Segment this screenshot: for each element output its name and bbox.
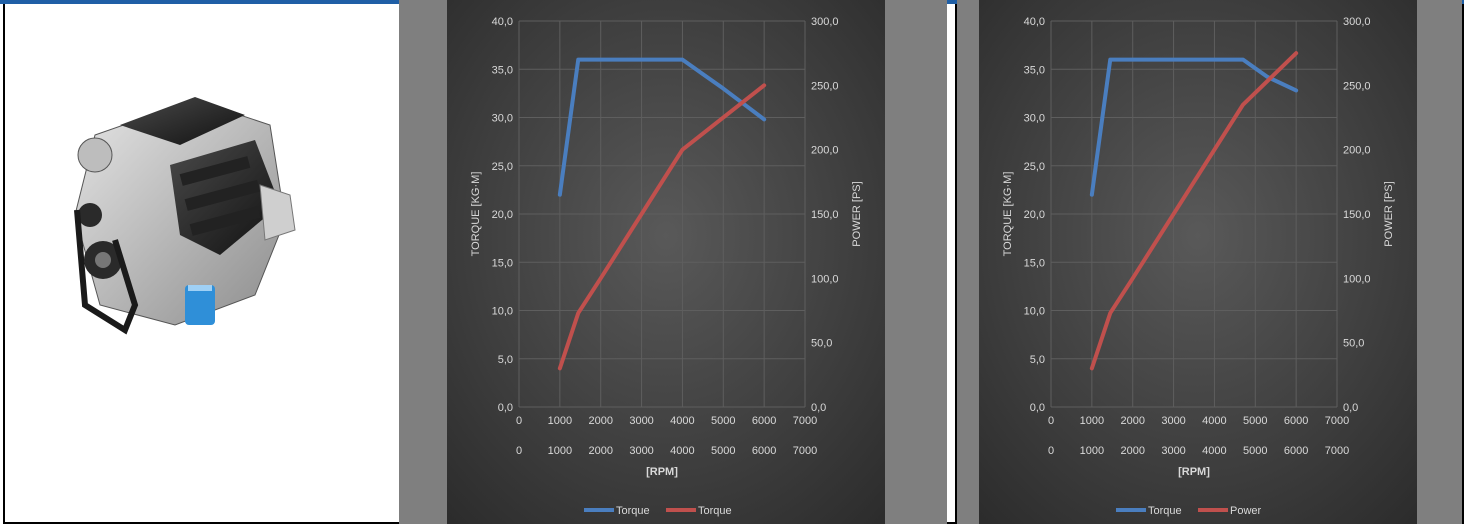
y-tick-label: 40,0 (492, 16, 513, 28)
y-tick-label: 0,0 (498, 402, 513, 414)
x-secondary-tick-label: 3000 (629, 445, 653, 457)
y-axis-title: TORQUE [KG·M] (470, 172, 482, 257)
engine-icon (74, 97, 296, 335)
x-secondary-tick-label: 1000 (1080, 445, 1104, 457)
cell-border-middle (955, 4, 957, 524)
series-line-power (557, 83, 767, 371)
series-line-torque (557, 57, 767, 197)
cell-border-left (3, 4, 5, 524)
x-secondary-tick-label: 6000 (752, 445, 776, 457)
y-tick-label: 30,0 (492, 113, 513, 125)
x-secondary-tick-label: 7000 (793, 445, 817, 457)
x-secondary-tick-label: 0 (1048, 445, 1054, 457)
y2-tick-label: 100,0 (1343, 273, 1371, 285)
x-tick-label: 3000 (1161, 415, 1185, 427)
y2-tick-label: 100,0 (811, 273, 839, 285)
chart-panel-1: 0,0 5,0 10,0 15,0 20,0 25,0 30,0 35,0 40,0 0,0 50,… (399, 0, 947, 524)
y-tick-label: 10,0 (492, 306, 513, 318)
y-axis-title: TORQUE [KG·M] (1002, 172, 1014, 257)
x-tick-label: 5000 (711, 415, 735, 427)
y2-tick-label: 250,0 (1343, 80, 1371, 92)
series-line-torque (1089, 57, 1299, 197)
y-tick-label: 20,0 (1024, 209, 1045, 221)
x-tick-label: 3000 (629, 415, 653, 427)
y2-tick-label: 0,0 (811, 402, 826, 414)
y-tick-label: 35,0 (1024, 64, 1045, 76)
x-axis-title: [RPM] (646, 466, 678, 478)
x-secondary-tick-label: 5000 (1243, 445, 1267, 457)
x-tick-label: 6000 (752, 415, 776, 427)
x-tick-label: 4000 (1202, 415, 1226, 427)
x-secondary-tick-label: 5000 (711, 445, 735, 457)
y-tick-label: 5,0 (1030, 354, 1045, 366)
y-tick-label: 25,0 (1024, 161, 1045, 173)
y-tick-label: 15,0 (492, 257, 513, 269)
y-tick-label: 20,0 (492, 209, 513, 221)
y2-tick-label: 250,0 (811, 80, 839, 92)
x-tick-label: 2000 (588, 415, 612, 427)
y2-tick-label: 150,0 (811, 209, 839, 221)
y-tick-label: 10,0 (1024, 306, 1045, 318)
x-secondary-tick-label: 3000 (1161, 445, 1185, 457)
x-tick-label: 1000 (548, 415, 572, 427)
y-tick-label: 5,0 (498, 354, 513, 366)
legend-label: Torque (1148, 505, 1182, 517)
x-tick-label: 6000 (1284, 415, 1308, 427)
y-tick-label: 40,0 (1024, 16, 1045, 28)
engine-cell (5, 5, 398, 522)
x-tick-label: 7000 (793, 415, 817, 427)
chart-panel-2: 0,0 5,0 10,0 15,0 20,0 25,0 30,0 35,0 40,0 0,0 50,… (957, 0, 1462, 524)
y2-tick-label: 150,0 (1343, 209, 1371, 221)
legend-label: Power (1230, 505, 1262, 517)
y-tick-label: 0,0 (1030, 402, 1045, 414)
x-tick-label: 2000 (1120, 415, 1144, 427)
y2-axis-title: POWER [PS] (1383, 181, 1395, 246)
x-secondary-tick-label: 6000 (1284, 445, 1308, 457)
series-line-power (1089, 51, 1299, 371)
y2-tick-label: 200,0 (1343, 145, 1371, 157)
y2-tick-label: 200,0 (811, 145, 839, 157)
y-tick-label: 25,0 (492, 161, 513, 173)
x-secondary-tick-label: 2000 (588, 445, 612, 457)
y-tick-label: 30,0 (1024, 113, 1045, 125)
x-secondary-tick-label: 7000 (1325, 445, 1349, 457)
x-tick-label: 0 (516, 415, 522, 427)
torque-power-chart-1: 0,0 5,0 10,0 15,0 20,0 25,0 30,0 35,0 40,0 0,0 50,… (447, 0, 885, 524)
y2-tick-label: 300,0 (1343, 16, 1371, 28)
x-secondary-tick-label: 2000 (1120, 445, 1144, 457)
x-secondary-tick-label: 0 (516, 445, 522, 457)
legend-label: Torque (616, 505, 650, 517)
y-tick-label: 15,0 (1024, 257, 1045, 269)
y2-tick-label: 0,0 (1343, 402, 1358, 414)
y2-tick-label: 50,0 (811, 338, 832, 350)
x-axis-title: [RPM] (1178, 466, 1210, 478)
y2-tick-label: 50,0 (1343, 338, 1364, 350)
legend-label: Torque (698, 505, 732, 517)
torque-power-chart-2: 0,0 5,0 10,0 15,0 20,0 25,0 30,0 35,0 40,0 0,0 50,… (979, 0, 1417, 524)
x-tick-label: 0 (1048, 415, 1054, 427)
x-tick-label: 1000 (1080, 415, 1104, 427)
x-tick-label: 4000 (670, 415, 694, 427)
y2-axis-title: POWER [PS] (851, 181, 863, 246)
y2-tick-label: 300,0 (811, 16, 839, 28)
x-tick-label: 7000 (1325, 415, 1349, 427)
x-secondary-tick-label: 4000 (670, 445, 694, 457)
cell-border-right (1462, 4, 1464, 524)
x-tick-label: 5000 (1243, 415, 1267, 427)
x-secondary-tick-label: 4000 (1202, 445, 1226, 457)
y-tick-label: 35,0 (492, 64, 513, 76)
x-secondary-tick-label: 1000 (548, 445, 572, 457)
